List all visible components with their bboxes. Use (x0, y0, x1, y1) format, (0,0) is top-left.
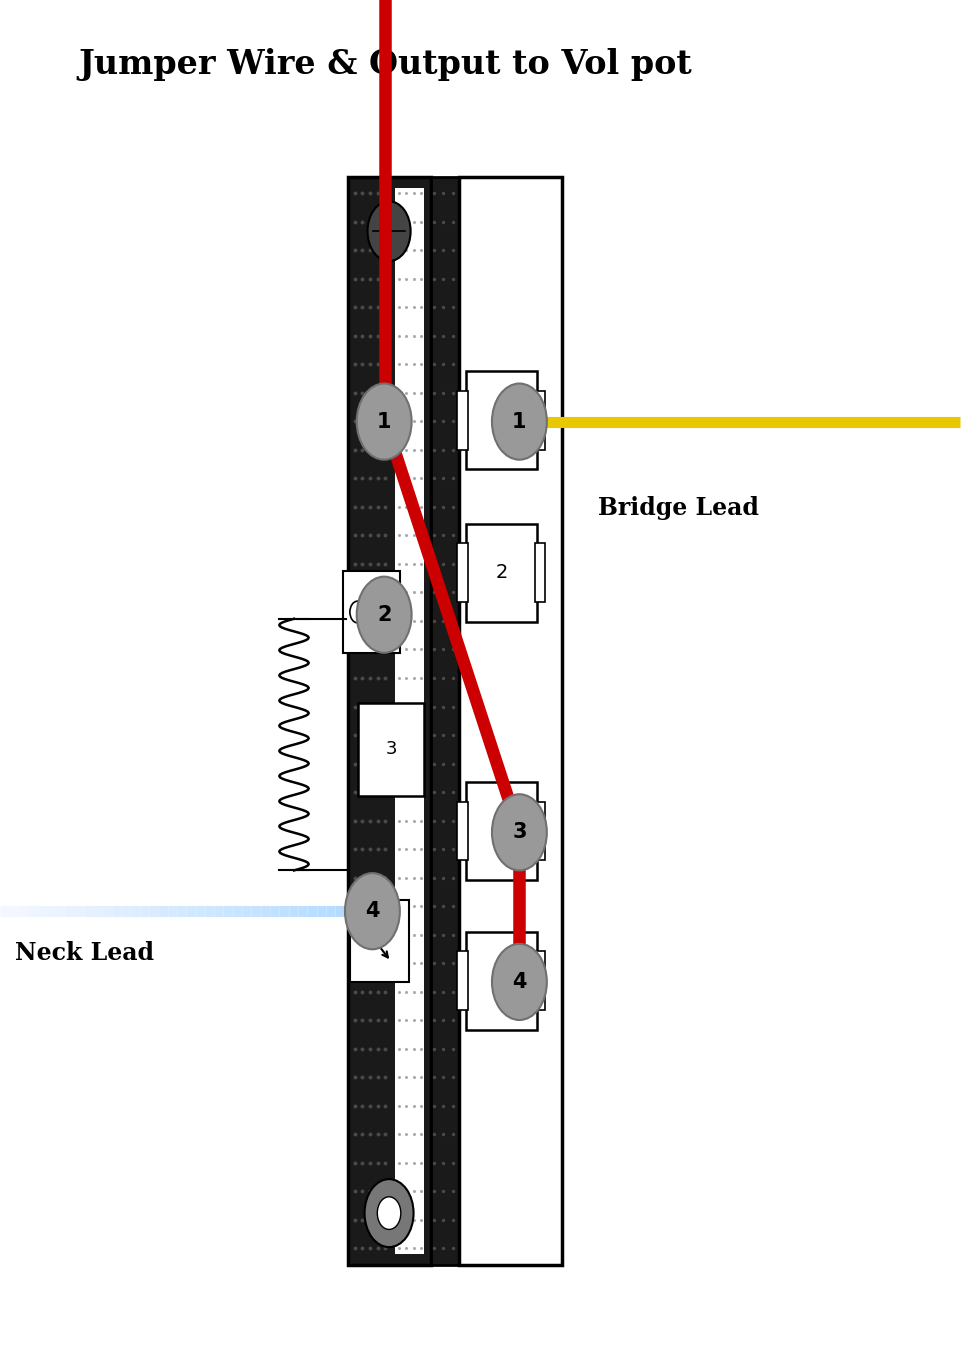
Circle shape (357, 384, 412, 460)
Circle shape (492, 944, 547, 1020)
Text: Jumper Wire & Output to Vol pot: Jumper Wire & Output to Vol pot (78, 48, 692, 80)
Text: 2: 2 (377, 605, 391, 624)
Circle shape (365, 1179, 414, 1247)
Bar (431, 177, 459, 1265)
Text: Neck Lead: Neck Lead (15, 941, 154, 966)
Bar (535, 801, 545, 861)
Bar (348, 177, 431, 1265)
Bar (535, 951, 545, 1010)
Text: 3: 3 (385, 740, 397, 759)
Bar (466, 371, 537, 469)
Circle shape (492, 384, 547, 460)
Text: 3: 3 (513, 823, 526, 842)
Bar (535, 390, 545, 450)
Bar (358, 703, 424, 796)
Bar (457, 390, 468, 450)
Text: 1: 1 (377, 412, 391, 431)
Bar (459, 177, 562, 1265)
Text: 4: 4 (366, 902, 379, 921)
Bar (466, 782, 537, 880)
Bar (535, 543, 545, 602)
Bar (457, 543, 468, 602)
Circle shape (357, 577, 412, 653)
Bar (466, 932, 537, 1030)
Bar (457, 951, 468, 1010)
Text: 1: 1 (513, 412, 526, 431)
Circle shape (368, 201, 411, 261)
Text: Bridge Lead: Bridge Lead (598, 496, 759, 521)
Bar (343, 571, 400, 653)
Circle shape (377, 1197, 401, 1229)
Circle shape (345, 873, 400, 949)
Bar (457, 801, 468, 861)
Circle shape (492, 794, 547, 870)
Text: 2: 2 (496, 563, 508, 582)
Bar (350, 900, 409, 982)
Bar (466, 524, 537, 622)
Bar (395, 188, 424, 1254)
Text: 4: 4 (513, 972, 526, 991)
